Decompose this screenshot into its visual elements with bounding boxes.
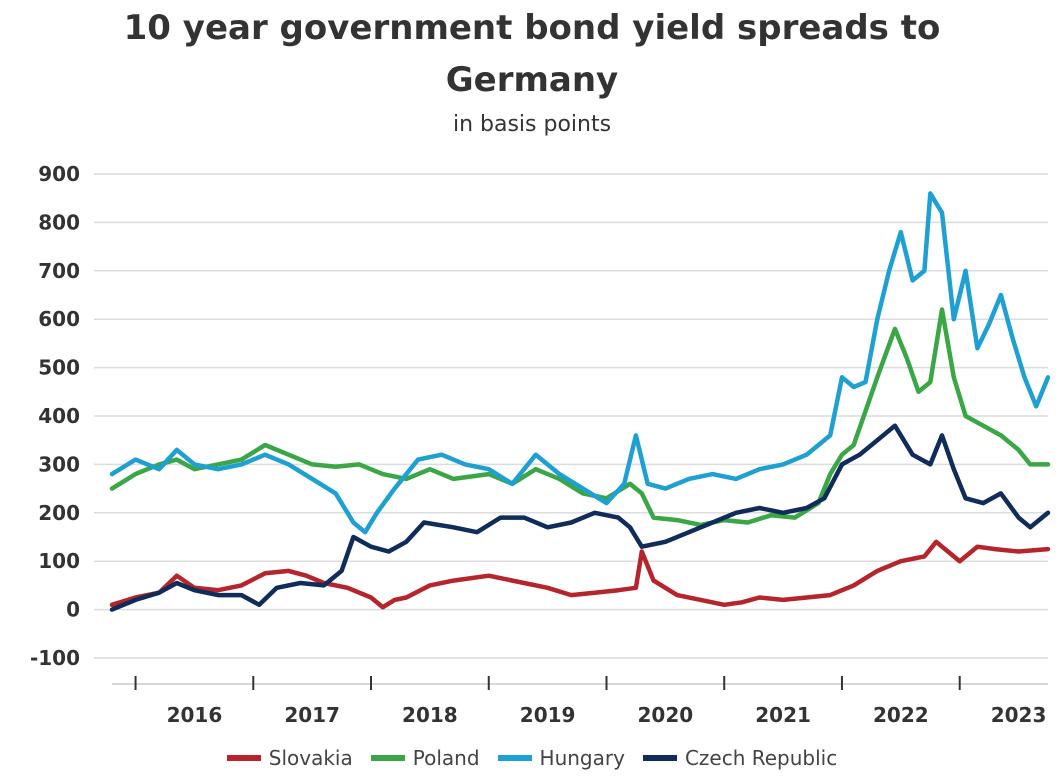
legend-item-hungary: Hungary <box>497 746 625 770</box>
x-tick-label: 2019 <box>520 703 576 727</box>
legend-item-poland: Poland <box>370 746 480 770</box>
x-tick-label: 2016 <box>167 703 223 727</box>
legend-swatch-czech-republic <box>642 755 677 761</box>
y-tick-label: 700 <box>38 259 80 283</box>
legend-label-czech-republic: Czech Republic <box>684 746 838 770</box>
y-tick-label: 0 <box>66 598 80 622</box>
y-tick-label: 900 <box>38 162 80 186</box>
legend-label-poland: Poland <box>412 746 480 770</box>
x-tick-label: 2018 <box>402 703 458 727</box>
chart-plot-area: 900 800 700 600 500 400 300 200 100 0 -100 2016 2017… <box>30 162 1051 727</box>
series-line-slovakia <box>109 539 1051 610</box>
series-line-poland <box>109 307 1051 528</box>
x-tick-label: 2020 <box>638 703 694 727</box>
y-tick-label: 100 <box>38 549 80 573</box>
legend-swatch-slovakia <box>226 755 261 761</box>
legend-item-czech-republic: Czech Republic <box>642 746 838 770</box>
x-tick-label: 2022 <box>873 703 929 727</box>
y-tick-label: 600 <box>38 307 80 331</box>
legend-label-slovakia: Slovakia <box>268 746 353 770</box>
chart-title-line2: Germany <box>445 60 619 100</box>
y-tick-label: 800 <box>38 210 80 234</box>
y-tick-label: 200 <box>38 501 80 525</box>
y-tick-label: -100 <box>30 646 80 670</box>
series-line-hungary <box>109 191 1051 535</box>
series-line-czech-republic <box>109 423 1051 612</box>
x-tick-label: 2017 <box>284 703 340 727</box>
x-tick-label: 2023 <box>991 703 1047 727</box>
chart-title-line1: 10 year government bond yield spreads to <box>123 8 941 48</box>
legend-item-slovakia: Slovakia <box>226 746 353 770</box>
legend-label-hungary: Hungary <box>539 746 625 770</box>
y-tick-label: 300 <box>38 452 80 476</box>
chart-subtitle: in basis points <box>452 112 612 137</box>
chart-legend: Slovakia Poland Hungary Czech Republic <box>0 746 1064 770</box>
y-tick-label: 400 <box>38 404 80 428</box>
legend-swatch-hungary <box>497 755 532 761</box>
y-tick-label: 500 <box>38 356 80 380</box>
legend-swatch-poland <box>370 755 405 761</box>
x-tick-label: 2021 <box>755 703 811 727</box>
